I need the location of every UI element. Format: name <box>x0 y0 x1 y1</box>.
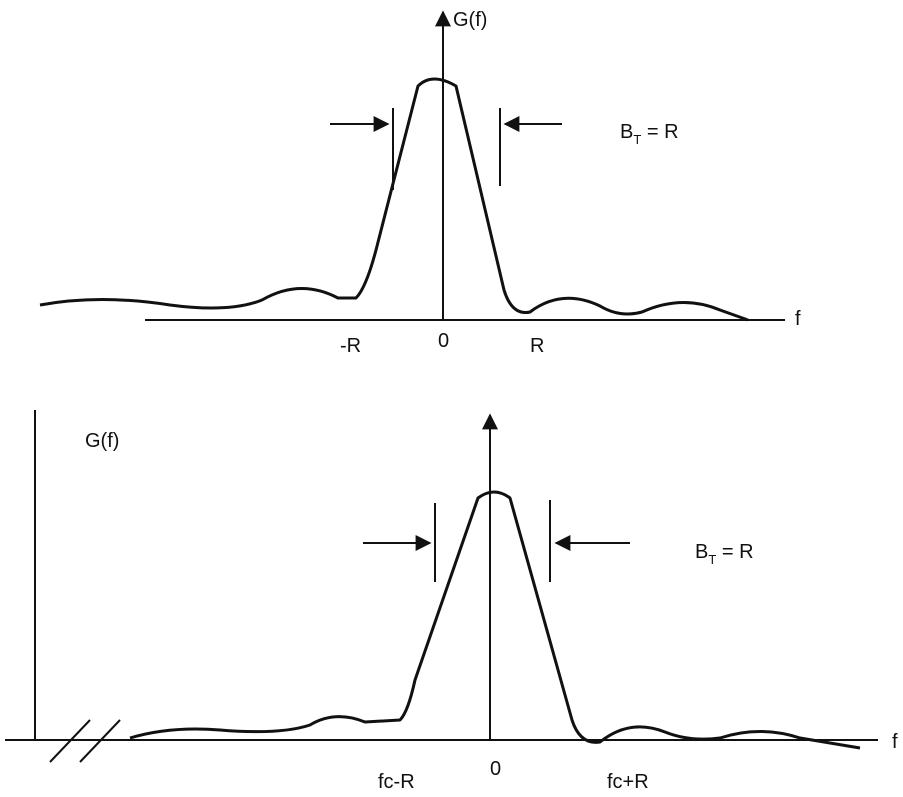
x-axis-label: f <box>795 308 801 330</box>
spectrum-curve <box>130 492 860 748</box>
y-axis-label: G(f) <box>453 9 487 31</box>
y-axis-label: G(f) <box>85 430 119 452</box>
tick-label: fc-R <box>378 771 415 793</box>
tick-label: 0 <box>438 330 449 352</box>
top-diagram: G(f) BT = R f -R 0 R <box>40 9 801 357</box>
tick-label: R <box>530 335 544 357</box>
symbol: B <box>695 541 708 563</box>
bandwidth-label: BT = R <box>695 541 754 567</box>
rest: = R <box>716 541 753 563</box>
rest: = R <box>641 121 678 143</box>
subscript: T <box>708 552 716 567</box>
x-axis-label: f <box>892 731 898 753</box>
tick-label: fc+R <box>607 771 649 793</box>
bottom-diagram: G(f) BT = R f fc-R 0 fc+R <box>5 410 898 793</box>
bandwidth-label: BT = R <box>620 121 679 147</box>
page: {"top_diagram": {"y_axis_label": "G(f)",… <box>0 0 903 797</box>
subscript: T <box>633 132 641 147</box>
tick-label: 0 <box>490 758 501 780</box>
diagram: G(f) BT = R f -R 0 R G(f) BT = R f fc-R … <box>0 0 903 797</box>
symbol: B <box>620 121 633 143</box>
tick-label: -R <box>340 335 361 357</box>
